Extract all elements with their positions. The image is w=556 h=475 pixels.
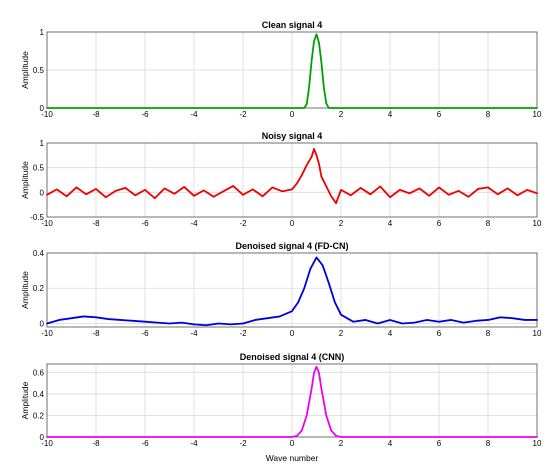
x-tick-label: -6 xyxy=(141,329,149,338)
x-tick-label: 4 xyxy=(388,439,393,448)
subplot-title: Denoised signal 4 (FD-CN) xyxy=(235,241,348,251)
x-tick-label: -2 xyxy=(239,110,247,119)
x-tick-label: -10 xyxy=(41,329,53,338)
x-tick-label: 10 xyxy=(533,110,542,119)
x-tick-label: 8 xyxy=(486,439,491,448)
y-axis-label: Amplitude xyxy=(20,381,30,419)
y-axis-label: Amplitude xyxy=(20,271,30,309)
x-tick-label: -6 xyxy=(141,110,149,119)
x-tick-label: 0 xyxy=(290,439,295,448)
y-axis-label: Amplitude xyxy=(20,161,30,199)
y-tick-label: 1 xyxy=(40,139,45,148)
y-tick-label: 0 xyxy=(40,188,45,197)
x-tick-label: -4 xyxy=(190,439,198,448)
y-tick-label: 0.2 xyxy=(33,412,45,421)
x-tick-label: -8 xyxy=(92,439,100,448)
x-tick-label: 2 xyxy=(339,439,344,448)
x-tick-label: 8 xyxy=(486,329,491,338)
plot-frame xyxy=(46,142,538,218)
x-tick-label: 6 xyxy=(437,110,442,119)
x-tick-label: 6 xyxy=(437,219,442,228)
x-tick-label: 8 xyxy=(486,219,491,228)
x-tick-label: -4 xyxy=(190,329,198,338)
subplot-4: -10 -8 -6 -4 -2 0 2 4 6 8 10 0 0.2 0.4 0.6 Denoised sig… xyxy=(20,352,542,463)
subplot-3: -10 -8 -6 -4 -2 0 2 4 6 8 10 0 0.2 0.4 Denoised signal… xyxy=(20,241,542,338)
subplot-title: Clean signal 4 xyxy=(262,20,323,30)
y-tick-label: 0.5 xyxy=(33,164,45,173)
plot-frame xyxy=(46,252,538,328)
x-tick-label: -4 xyxy=(190,110,198,119)
x-tick-label: -4 xyxy=(190,219,198,228)
series-line xyxy=(46,256,538,327)
x-tick-label: 2 xyxy=(339,329,344,338)
x-tick-label: 10 xyxy=(533,329,542,338)
x-tick-label: -2 xyxy=(239,329,247,338)
x-tick-label: 0 xyxy=(290,219,295,228)
x-tick-label: 0 xyxy=(290,110,295,119)
subplot-title: Denoised signal 4 (CNN) xyxy=(240,352,345,362)
x-tick-label: 0 xyxy=(290,329,295,338)
x-tick-label: 10 xyxy=(533,439,542,448)
x-tick-label: 10 xyxy=(533,219,542,228)
y-tick-label: 1 xyxy=(40,28,45,37)
series-line xyxy=(46,33,538,109)
x-tick-label: 2 xyxy=(339,219,344,228)
y-tick-label: 0.5 xyxy=(33,66,45,75)
y-tick-label: 0.2 xyxy=(33,284,45,293)
x-tick-label: -6 xyxy=(141,439,149,448)
x-axis-label: Wave number xyxy=(266,453,319,463)
x-tick-label: 4 xyxy=(388,219,393,228)
x-tick-label: -8 xyxy=(92,329,100,338)
y-tick-label: 0.4 xyxy=(33,390,45,399)
x-tick-label: 4 xyxy=(388,110,393,119)
x-tick-label: 4 xyxy=(388,329,393,338)
x-tick-label: -2 xyxy=(239,219,247,228)
subplot-2: -10 -8 -6 -4 -2 0 2 4 6 8 10 -0.5 0 0.5 1 Noisy signal … xyxy=(20,131,542,228)
x-tick-label: -10 xyxy=(41,219,53,228)
x-tick-label: 2 xyxy=(339,110,344,119)
subplot-1: -10 -8 -6 -4 -2 0 2 4 6 8 10 0 0.5 1 Clean signal 4 Amp… xyxy=(20,20,542,119)
y-tick-label: -0.5 xyxy=(30,213,44,222)
x-tick-label: -8 xyxy=(92,219,100,228)
x-tick-label: -8 xyxy=(92,110,100,119)
y-tick-label: 0 xyxy=(40,319,45,328)
y-tick-label: 0.4 xyxy=(33,249,45,258)
series-line xyxy=(46,148,538,205)
y-tick-label: 0 xyxy=(40,104,45,113)
y-tick-label: 0 xyxy=(40,433,45,442)
x-tick-label: 6 xyxy=(437,329,442,338)
y-axis-label: Amplitude xyxy=(20,51,30,89)
subplot-title: Noisy signal 4 xyxy=(262,131,323,141)
x-tick-label: -6 xyxy=(141,219,149,228)
x-tick-label: -10 xyxy=(41,110,53,119)
y-tick-label: 0.6 xyxy=(33,369,45,378)
x-tick-label: -10 xyxy=(41,439,53,448)
series-line xyxy=(46,365,538,438)
x-tick-label: 8 xyxy=(486,110,491,119)
x-tick-label: -2 xyxy=(239,439,247,448)
x-tick-label: 6 xyxy=(437,439,442,448)
